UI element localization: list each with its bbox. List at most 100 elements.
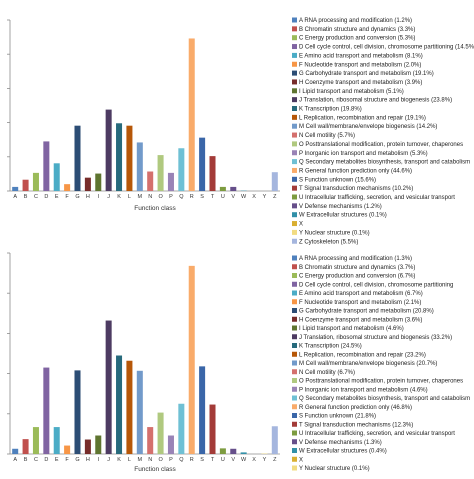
bar-u: [220, 187, 226, 191]
legend-entry: X: [299, 222, 303, 228]
x-tick-label: C: [34, 194, 38, 200]
legend-swatch: [292, 124, 297, 129]
x-tick-label: L: [128, 457, 131, 463]
bar-u: [220, 448, 226, 454]
legend-swatch: [292, 203, 297, 208]
bar-z: [272, 172, 278, 191]
bar-t: [209, 156, 215, 191]
legend-swatch: [292, 177, 297, 182]
legend-swatch: [292, 299, 297, 304]
legend-entry: U Intracellular trafficking, secretion, …: [299, 431, 455, 437]
x-tick-label: X: [252, 194, 256, 200]
legend-swatch: [292, 457, 297, 462]
x-tick-label: A: [13, 457, 17, 463]
bar-s: [199, 366, 205, 454]
legend-swatch: [292, 308, 297, 313]
bar-j: [106, 110, 112, 191]
legend-swatch: [292, 282, 297, 287]
x-axis-label: Function class: [134, 466, 176, 473]
legend-entry: G Carbohydrate transport and metabolism …: [299, 71, 434, 77]
x-tick-label: O: [158, 457, 163, 463]
legend-entry: X: [299, 457, 303, 463]
x-tick-label: H: [86, 457, 90, 463]
x-tick-label: G: [75, 457, 79, 463]
x-tick-label: V: [231, 457, 235, 463]
bar-q: [178, 404, 184, 454]
legend-entry: A RNA processing and modification (1.2%): [299, 18, 412, 24]
legend-entry: W Extracellular structures (0.1%): [299, 213, 387, 219]
bar-c: [33, 173, 39, 191]
legend-entry: O Posttranslational modification, protei…: [299, 379, 463, 385]
bar-m: [137, 142, 143, 191]
x-tick-label: X: [252, 457, 256, 463]
legend-swatch: [292, 195, 297, 200]
legend-entry: N Cell motility (5.7%): [299, 133, 355, 139]
bar-r: [189, 266, 195, 454]
x-tick-label: R: [190, 457, 194, 463]
legend-entry: B Chromatin structure and dynamics (3.3%…: [299, 27, 415, 33]
bar-j: [106, 321, 112, 454]
x-tick-label: Q: [179, 194, 184, 200]
legend-swatch: [292, 35, 297, 40]
legend-entry: A RNA processing and modification (1.3%): [299, 256, 412, 262]
x-tick-label: N: [148, 194, 152, 200]
legend-swatch: [292, 404, 297, 409]
bar-v: [230, 187, 236, 191]
bar-q: [178, 148, 184, 191]
bar-d: [43, 368, 49, 454]
x-tick-label: W: [241, 457, 247, 463]
legend-entry: P Inorganic ion transport and metabolism…: [299, 387, 428, 393]
x-tick-label: F: [65, 194, 69, 200]
x-tick-label: C: [34, 457, 38, 463]
bar-v: [230, 449, 236, 454]
legend-entry: Z Cytoskeleton (5.5%): [299, 239, 358, 245]
x-tick-label: P: [169, 457, 173, 463]
bar-c: [33, 427, 39, 454]
x-tick-label: L: [128, 194, 131, 200]
x-tick-label: N: [148, 457, 152, 463]
legend-entry: K Transcription (24.5%): [299, 344, 362, 350]
x-tick-label: W: [241, 194, 247, 200]
legend-entry: D Cell cycle control, cell division, chr…: [299, 45, 474, 51]
legend-swatch: [292, 168, 297, 173]
x-axis-label: Function class: [134, 205, 176, 212]
legend-swatch: [292, 221, 297, 226]
x-tick-label: D: [44, 194, 48, 200]
bar-n: [147, 172, 153, 191]
legend-entry: M Cell wall/membrane/envelope biogenesis…: [299, 361, 437, 367]
bar-o: [158, 155, 164, 191]
bar-f: [64, 446, 70, 454]
bar-i: [95, 174, 101, 191]
legend-swatch: [292, 439, 297, 444]
bar-s: [199, 138, 205, 191]
bar-e: [54, 427, 60, 454]
legend-entry: E Amino acid transport and metabolism (6…: [299, 291, 423, 297]
bar-e: [54, 163, 60, 191]
bar-k: [116, 356, 122, 454]
x-tick-label: U: [221, 194, 225, 200]
legend-entry: V Defense mechanisms (1.2%): [299, 204, 382, 210]
legend-swatch: [292, 387, 297, 392]
legend-entry: J Translation, ribosomal structure and b…: [299, 98, 452, 104]
legend-swatch: [292, 62, 297, 67]
legend-swatch: [292, 378, 297, 383]
x-tick-label: G: [75, 194, 79, 200]
bar-g: [74, 370, 80, 454]
x-tick-label: R: [190, 194, 194, 200]
legend-swatch: [292, 448, 297, 453]
legend-swatch: [292, 361, 297, 366]
legend-entry: R General function prediction only (44.6…: [299, 168, 412, 174]
x-tick-label: B: [24, 194, 28, 200]
legend-entry: P Inorganic ion transport and metabolism…: [299, 151, 428, 157]
legend-entry: N Cell motility (6.7%): [299, 370, 355, 376]
legend-entry: T Signal transduction mechanisms (10.2%): [299, 186, 413, 192]
legend-swatch: [292, 150, 297, 155]
legend-entry: G Carbohydrate transport and metabolism …: [299, 309, 434, 315]
legend-swatch: [292, 106, 297, 111]
legend-swatch: [292, 88, 297, 93]
x-tick-label: Z: [273, 194, 277, 200]
bar-a: [12, 449, 18, 454]
x-tick-label: A: [13, 194, 17, 200]
x-tick-label: I: [98, 457, 100, 463]
